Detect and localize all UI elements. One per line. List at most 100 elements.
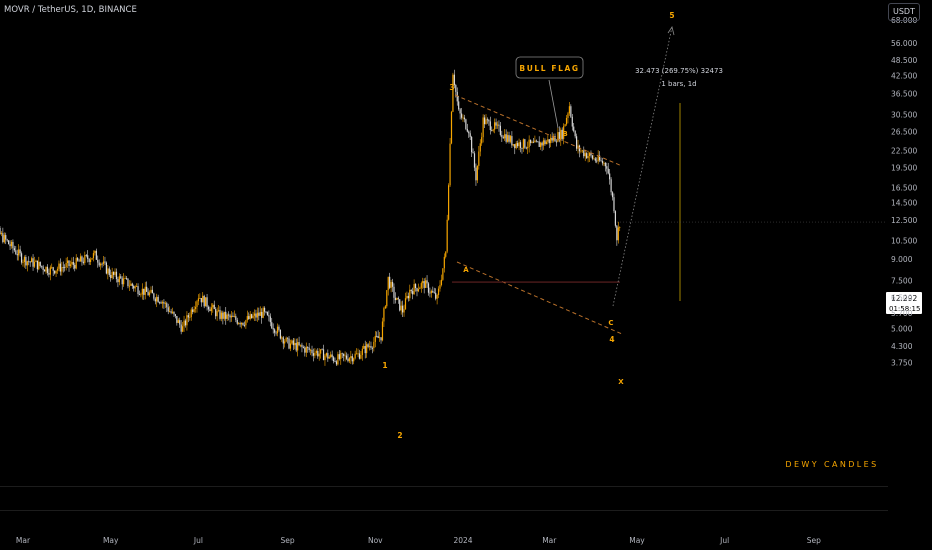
candle-body: [460, 113, 463, 118]
candle-body: [370, 346, 372, 348]
candle-body: [3, 235, 5, 243]
candle-body: [32, 258, 34, 267]
candle-body: [616, 225, 618, 241]
candle-body: [399, 299, 401, 311]
y-tick-label: 9.000: [891, 255, 913, 264]
candle-body: [226, 314, 228, 319]
candle-body: [182, 326, 184, 332]
measure-text-1: 32.473 (269.75%) 32473: [635, 67, 723, 75]
candle-body: [123, 278, 125, 285]
candle-body: [584, 153, 586, 157]
candle-body: [22, 261, 24, 263]
candle-body: [72, 261, 74, 265]
candle-body: [235, 316, 237, 320]
candle-body: [89, 259, 92, 262]
candle-body: [387, 276, 389, 291]
candle-body: [294, 342, 296, 346]
candle-body: [443, 256, 445, 269]
candle-body: [547, 139, 549, 142]
candle-body: [179, 320, 181, 325]
candle-body: [414, 284, 417, 289]
candle-body: [154, 298, 156, 302]
candle-body: [550, 137, 552, 144]
candle-body: [374, 335, 376, 342]
candle-body: [565, 117, 568, 125]
candle-body: [473, 153, 476, 168]
x-tick-label: Nov: [368, 536, 383, 545]
candle-body: [134, 286, 136, 289]
candle-body: [347, 358, 349, 362]
candle-body: [49, 267, 51, 275]
candle-body: [419, 287, 421, 290]
candle-body: [512, 144, 514, 146]
candle-body: [519, 142, 522, 149]
candle-body: [324, 355, 326, 361]
y-tick-label: 19.500: [891, 164, 917, 173]
callout-label: BULL FLAG: [519, 64, 579, 73]
candle-body: [537, 141, 539, 143]
candle-body: [479, 143, 481, 152]
candle-body: [284, 341, 286, 344]
candle-body: [337, 354, 339, 365]
candle-body: [216, 310, 218, 317]
candle-body: [580, 150, 582, 152]
wave-label-3: 3: [449, 83, 454, 92]
candle-body: [258, 312, 260, 316]
candle-body: [54, 270, 56, 274]
candle-body: [217, 310, 220, 311]
candle-body: [538, 141, 540, 147]
candle-body: [31, 258, 33, 263]
candle-body: [210, 307, 212, 312]
candle-body: [492, 129, 494, 131]
candle-body: [161, 302, 164, 304]
candle-body: [187, 315, 189, 318]
candle-body: [77, 257, 79, 261]
candle-body: [581, 150, 583, 152]
y-tick-label: 14.500: [891, 199, 917, 208]
candle-body: [321, 349, 323, 351]
candle-body: [68, 260, 70, 266]
candle-body: [65, 263, 67, 268]
candle-body: [259, 311, 261, 316]
candle-body: [315, 351, 317, 353]
price-label-value: 12.292: [891, 294, 917, 303]
candle-body: [157, 296, 159, 303]
candle-body: [75, 257, 77, 269]
candle-body: [340, 353, 342, 359]
candle-body: [601, 160, 604, 164]
candle-body: [301, 344, 303, 348]
candle-body: [498, 124, 500, 126]
candle-body: [289, 343, 292, 349]
currency-button[interactable]: USDT: [888, 3, 920, 21]
candle-body: [275, 332, 277, 334]
candle-body: [160, 302, 162, 304]
candle-body: [180, 324, 182, 332]
candle-body: [143, 288, 145, 295]
candle-body: [288, 338, 290, 349]
x-tick-label: Mar: [542, 536, 557, 545]
divider-top: [0, 486, 888, 487]
candle-body: [271, 322, 273, 329]
candle-body: [511, 136, 513, 146]
candle-body: [486, 119, 489, 121]
candle-body: [248, 316, 250, 320]
candle-body: [112, 272, 115, 275]
candle-body: [190, 309, 192, 318]
x-axis: Mar May Jul Sep Nov 2024 Mar May Jul Sep: [16, 536, 821, 545]
candle-body: [302, 347, 304, 348]
candle-body: [489, 121, 491, 131]
measure-text-2: 1 bars, 1d: [661, 80, 696, 88]
candle-body: [366, 344, 368, 354]
candle-body: [481, 137, 483, 144]
candle-body: [453, 74, 455, 86]
candle-body: [509, 136, 512, 142]
candle-body: [425, 280, 427, 288]
candle-body: [304, 347, 306, 353]
candle-body: [331, 354, 333, 358]
candle-body: [183, 320, 185, 327]
candle-body: [617, 227, 619, 241]
candle-body: [274, 329, 276, 333]
candle-body: [74, 264, 76, 269]
